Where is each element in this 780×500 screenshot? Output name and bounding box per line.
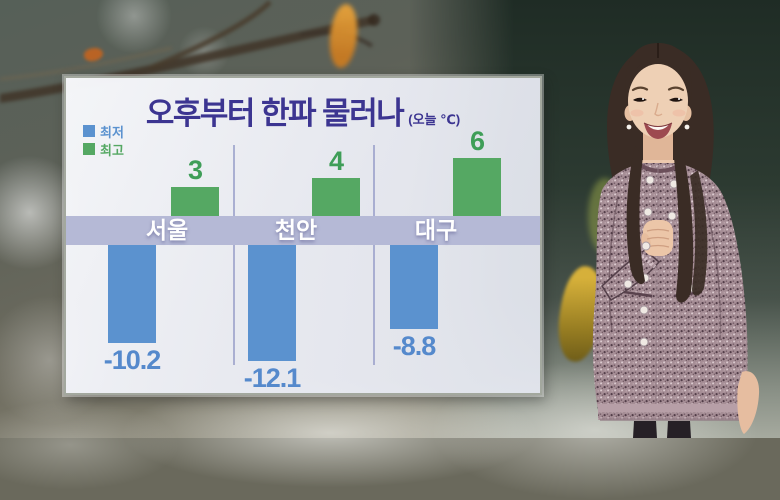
chart-title-row: 오후부터 한파 물러나 (오늘 ℃) bbox=[66, 88, 540, 133]
max-temp-bar bbox=[312, 178, 360, 216]
min-color-swatch bbox=[83, 125, 95, 137]
city-label: 천안 bbox=[274, 217, 318, 243]
column-divider bbox=[373, 145, 375, 365]
max-temp-bar bbox=[171, 187, 219, 216]
background-branches bbox=[0, 0, 380, 104]
weather-chart-panel: 오후부터 한파 물러나 (오늘 ℃) 최저 최고 3 -10.2 서울 4 -12.1 천안… bbox=[64, 76, 542, 395]
column-divider bbox=[233, 145, 235, 365]
chart-title: 오후부터 한파 물러나 bbox=[145, 96, 405, 131]
presenter-hem-and-legs bbox=[598, 371, 760, 438]
presenter-dress bbox=[592, 163, 748, 410]
city-label: 서울 bbox=[145, 217, 189, 243]
max-color-swatch bbox=[83, 143, 95, 155]
max-temp-value: 4 bbox=[328, 146, 344, 176]
min-temp-value: -12.1 bbox=[243, 363, 302, 393]
max-temp-value: 3 bbox=[187, 155, 203, 185]
max-temp-bar bbox=[453, 158, 501, 216]
chart-area: 3 -10.2 서울 4 -12.1 천안 6 -8.8 대구 bbox=[66, 78, 540, 393]
legend-label-min: 최저 bbox=[100, 124, 124, 140]
legend-item-max: 최고 bbox=[83, 140, 124, 158]
legend-label-max: 최고 bbox=[100, 142, 124, 158]
city-label: 대구 bbox=[414, 217, 458, 243]
presenter-hair-front bbox=[626, 146, 708, 303]
legend-item-min: 최저 bbox=[83, 122, 124, 140]
min-temp-bar bbox=[390, 245, 438, 329]
category-axis-band bbox=[66, 216, 540, 245]
weather-presenter bbox=[592, 43, 760, 438]
min-temp-bar bbox=[248, 245, 296, 361]
presenter-buttons bbox=[623, 175, 695, 347]
chart-unit-note: (오늘 ℃) bbox=[408, 112, 461, 127]
min-temp-value: -10.2 bbox=[103, 345, 162, 375]
max-temp-value: 6 bbox=[469, 126, 485, 156]
presenter-hand-gesture bbox=[641, 220, 673, 256]
min-temp-value: -8.8 bbox=[392, 331, 437, 361]
chart-legend: 최저 최고 bbox=[83, 122, 124, 158]
min-temp-bar bbox=[108, 245, 156, 343]
